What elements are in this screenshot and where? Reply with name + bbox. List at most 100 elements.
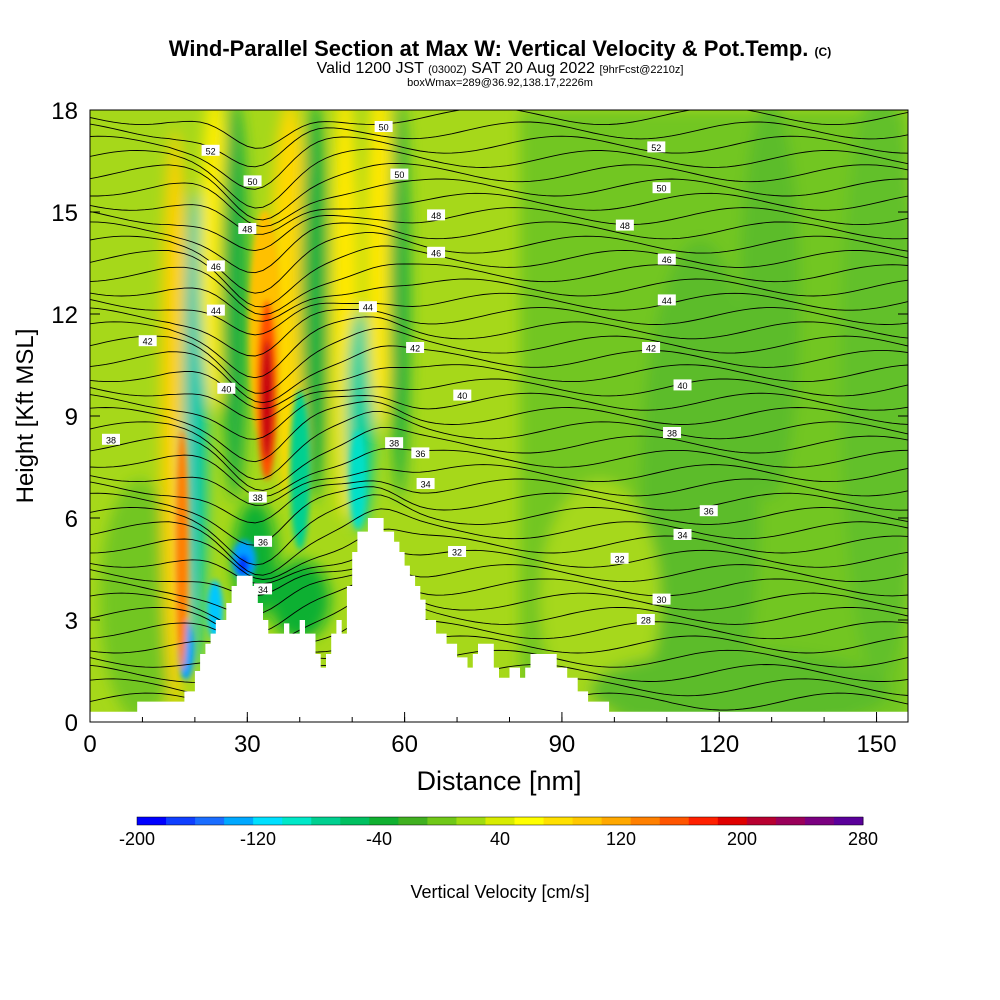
- colorbar-swatch: [833, 817, 864, 825]
- contour-line: [90, 135, 908, 190]
- contour-label: 34: [673, 529, 692, 541]
- contour-label-text: 46: [211, 262, 221, 272]
- contour-line: [90, 345, 908, 404]
- contour-line: [90, 221, 908, 274]
- contour-label: 42: [138, 335, 157, 347]
- contour-line: [90, 508, 908, 576]
- colorbar-swatch: [137, 817, 167, 825]
- colorbar-swatch: [224, 817, 254, 825]
- contour-label: 36: [254, 535, 273, 547]
- colorbar-tick-label: -200: [119, 829, 155, 849]
- contour-labels: 52 50 48 46 44 42 40 38 38 36 34 50 50 48 46 44 42 40 38 36…: [101, 121, 718, 626]
- contour-line: [90, 564, 908, 597]
- contour-label: 40: [673, 379, 692, 391]
- contour-label-text: 52: [651, 143, 661, 153]
- contour-label: 44: [657, 294, 676, 306]
- colorbar-swatch: [688, 817, 719, 825]
- colorbar-swatch: [572, 817, 603, 825]
- contour-label-text: 46: [662, 255, 672, 265]
- contour-line: [90, 447, 908, 498]
- colorbar-tick-label: 200: [727, 829, 757, 849]
- contour-label-text: 48: [242, 225, 252, 235]
- colorbar-swatch: [195, 817, 225, 825]
- contour-label-text: 38: [253, 493, 263, 503]
- contour-label-text: 42: [143, 337, 153, 347]
- y-axis-label: Height [Kft MSL]: [12, 329, 39, 504]
- y-tick-label: 6: [65, 506, 78, 533]
- contour-label-text: 38: [389, 439, 399, 449]
- colorbar-swatch: [398, 817, 428, 825]
- contour-label-text: 50: [379, 123, 389, 133]
- contour-label: 30: [652, 593, 671, 605]
- contour-line: [90, 316, 908, 379]
- contour-label: 50: [243, 175, 262, 187]
- contour-label-text: 30: [657, 595, 667, 605]
- y-tick-label: 15: [51, 200, 78, 227]
- y-tick-label: 3: [65, 608, 78, 635]
- colorbar-swatch: [514, 817, 545, 825]
- contour-label-text: 44: [211, 306, 221, 316]
- x-tick-label: 150: [857, 731, 897, 758]
- colorbar-label: Vertical Velocity [cm/s]: [410, 882, 590, 902]
- contour-label: 42: [642, 342, 661, 354]
- x-tick-label: 60: [391, 731, 418, 758]
- y-tick-label: 0: [65, 710, 78, 737]
- y-tick-label: 9: [65, 404, 78, 431]
- contour-label: 52: [647, 141, 666, 153]
- contour-line: [90, 549, 908, 585]
- contour-label-text: 50: [394, 170, 404, 180]
- colorbar-swatch: [311, 817, 341, 825]
- contour-label-text: 44: [363, 303, 373, 313]
- contour-label-text: 40: [457, 391, 467, 401]
- colorbar-swatch: [775, 817, 806, 825]
- velocity-cores: [176, 210, 366, 680]
- contour-line: [90, 232, 908, 294]
- contour-label: 36: [411, 447, 430, 459]
- contour-line: [90, 478, 908, 524]
- colorbar-swatch: [253, 817, 283, 825]
- contour-label-text: 32: [452, 548, 462, 558]
- contour-label-text: 34: [678, 531, 688, 541]
- colorbar-swatch: [804, 817, 835, 825]
- colorbar-swatch: [166, 817, 196, 825]
- contour-label-text: 36: [258, 537, 268, 547]
- contour-label: 50: [374, 121, 393, 133]
- contour-line: [90, 307, 908, 357]
- contour-label: 40: [217, 382, 236, 394]
- contour-label: 38: [663, 427, 682, 439]
- contour-label: 34: [416, 478, 435, 490]
- contour-label: 46: [206, 260, 225, 272]
- chart-title: Wind-Parallel Section at Max W: Vertical…: [168, 36, 832, 61]
- chart-subtitle: Valid 1200 JST (0300Z) SAT 20 Aug 2022 […: [316, 60, 684, 77]
- contour-label: 48: [238, 223, 257, 235]
- colorbar-swatch: [543, 817, 574, 825]
- colorbar-swatch: [601, 817, 632, 825]
- x-tick-label: 30: [234, 731, 261, 758]
- colorbar-swatch: [427, 817, 457, 825]
- colorbar-swatch: [456, 817, 486, 825]
- colorbar-swatch: [340, 817, 370, 825]
- contour-line: [90, 192, 908, 235]
- contour-label: 28: [636, 614, 655, 626]
- contour-label: 34: [254, 583, 273, 595]
- contour-label-text: 40: [221, 384, 231, 394]
- colorbar-tick-label: -40: [366, 829, 392, 849]
- contour-label-text: 36: [704, 507, 714, 517]
- contour-line: [90, 378, 908, 421]
- contour-label-text: 38: [106, 435, 116, 445]
- contour-label-text: 36: [415, 449, 425, 459]
- contour-line: [90, 426, 908, 491]
- contour-line: [90, 110, 908, 149]
- x-tick-label: 120: [699, 731, 739, 758]
- contour-label: 50: [390, 168, 409, 180]
- contour-label: 44: [358, 301, 377, 313]
- contour-label: 38: [101, 433, 120, 445]
- contour-line: [90, 148, 908, 209]
- contour-line: [90, 494, 908, 566]
- contour-label-text: 38: [667, 429, 677, 439]
- contour-label: 46: [657, 253, 676, 265]
- contour-label: 46: [427, 246, 446, 258]
- contour-line: [90, 292, 908, 336]
